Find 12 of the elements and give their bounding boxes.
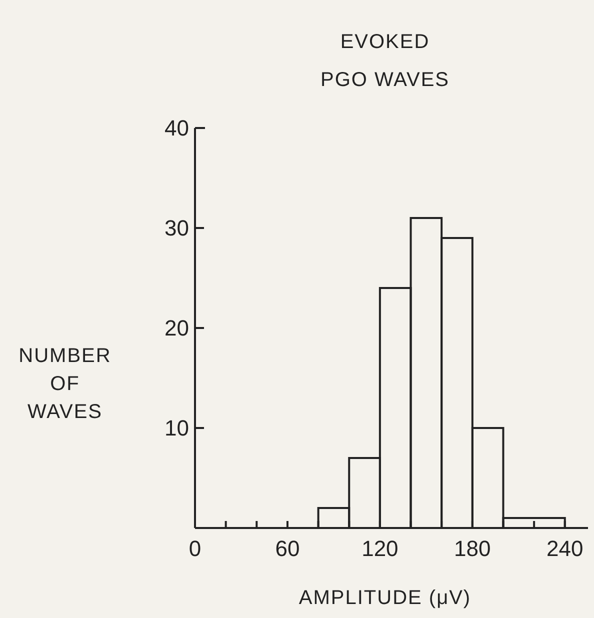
y-tick-label: 20 bbox=[164, 316, 189, 341]
y-tick-label: 30 bbox=[164, 216, 189, 241]
y-tick-label: 40 bbox=[164, 116, 189, 141]
x-tick-label: 0 bbox=[188, 536, 202, 561]
y-tick-label: 10 bbox=[164, 416, 189, 441]
y-axis-title: NUMBER OF WAVES bbox=[18, 345, 112, 423]
x-tick-label: 120 bbox=[362, 536, 398, 561]
x-tick-label: 180 bbox=[454, 536, 491, 561]
chart-title: EVOKED PGO WAVES bbox=[320, 31, 450, 91]
x-axis-title: AMPLITUDE (μV) bbox=[298, 587, 472, 609]
x-tick-label: 240 bbox=[546, 536, 584, 561]
x-tick-label: 60 bbox=[275, 536, 300, 561]
